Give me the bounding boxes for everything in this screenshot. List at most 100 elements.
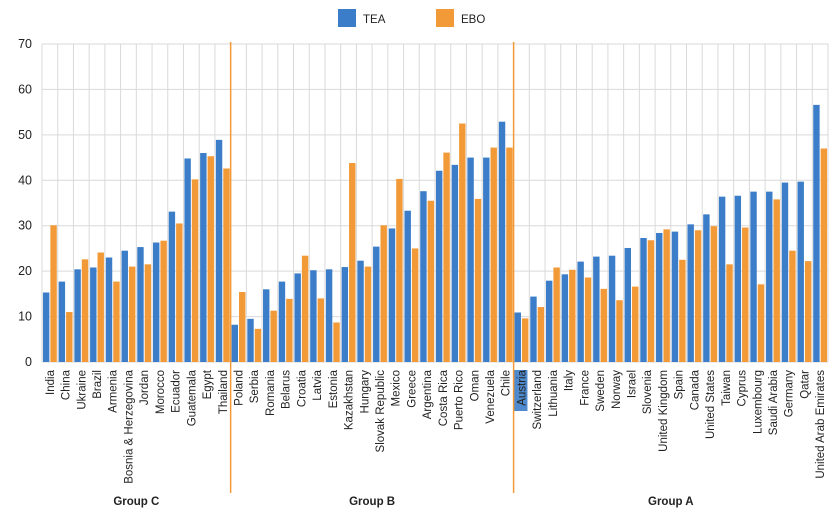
x-tick-label: Spain (674, 370, 686, 399)
x-tick-label: Brazil (92, 370, 104, 399)
bar-tea (545, 280, 553, 362)
x-tick-label: Germany (784, 370, 796, 418)
bar-ebo (820, 148, 828, 362)
bar-tea (451, 164, 459, 362)
bar-ebo (694, 230, 702, 362)
bar-tea (734, 195, 742, 362)
bar-tea (294, 273, 301, 362)
bar-tea (750, 191, 757, 362)
bar-ebo (97, 252, 104, 362)
x-tick-label: Taiwan (721, 370, 733, 406)
bars (42, 104, 828, 363)
bar-tea (231, 324, 238, 362)
bar-tea (483, 157, 490, 362)
bar-tea (168, 211, 176, 362)
x-tick-label: Estonia (328, 369, 340, 408)
bar-ebo (647, 240, 655, 362)
x-tick-label: Oman (469, 370, 481, 401)
y-axis: 0 10 20 30 40 50 60 70 (18, 37, 32, 369)
bar-ebo (443, 152, 450, 362)
bar-ebo (742, 227, 749, 362)
x-tick-label: Argentina (422, 369, 434, 419)
x-tick-label: Switzerland (532, 370, 544, 429)
bar-tea (561, 274, 569, 362)
x-tick-label: Latvia (312, 369, 324, 400)
bar-tea (467, 157, 474, 362)
bar-ebo (317, 298, 325, 362)
bar-ebo (663, 229, 670, 362)
bar-ebo (223, 168, 230, 362)
bar-tea (687, 224, 694, 362)
x-tick-label: Venezuela (485, 369, 497, 423)
x-tick-label: Thailand (218, 370, 230, 414)
bar-ebo (301, 255, 309, 362)
legend: TEA EBO (338, 9, 485, 27)
bar-ebo (726, 264, 733, 362)
bar-ebo (600, 288, 607, 362)
x-tick-label: Qatar (799, 370, 811, 399)
bar-tea (671, 231, 679, 362)
bar-tea (105, 257, 113, 362)
bar-ebo (506, 147, 513, 362)
bar-tea (137, 247, 144, 362)
bar-tea (357, 260, 364, 362)
x-tick-label: Greece (406, 370, 418, 408)
x-tick-label: Romania (265, 369, 277, 416)
x-tick-label: Ukraine (76, 370, 88, 410)
bar-ebo (128, 266, 136, 362)
bar-tea (247, 318, 254, 362)
bar-ebo (632, 286, 639, 362)
x-tick-label: France (579, 370, 591, 406)
group-label: Group C (113, 496, 159, 508)
bar-ebo (113, 281, 120, 362)
bar-ebo (333, 322, 340, 362)
bar-tea (624, 247, 631, 362)
bar-ebo (411, 248, 419, 362)
bar-tea (703, 214, 710, 362)
bar-ebo (789, 250, 796, 362)
x-tick-label: Norway (611, 370, 623, 409)
bar-ebo (804, 261, 812, 362)
bar-tea (640, 237, 647, 362)
bar-ebo (459, 123, 466, 362)
bar-ebo (710, 226, 718, 362)
bar-tea (530, 296, 537, 362)
y-tick-label: 20 (18, 264, 32, 278)
bar-tea (310, 270, 317, 362)
x-tick-label: Hungary (359, 370, 371, 414)
x-tick-label: Bosnia & Herzegovina (123, 369, 135, 483)
group-label: Group B (349, 496, 395, 508)
bar-ebo (286, 298, 293, 362)
y-tick-label: 60 (18, 82, 32, 96)
bar-ebo (474, 198, 482, 362)
bar-ebo (427, 200, 435, 362)
x-tick-highlight (513, 370, 528, 411)
bar-tea (58, 281, 66, 362)
bar-ebo (254, 328, 262, 362)
gridlines (41, 43, 829, 363)
bar-tea (718, 196, 726, 362)
bar-tea (498, 121, 506, 362)
bar-tea (813, 104, 820, 363)
x-tick-label: Italy (564, 370, 576, 391)
x-tick-label: Saudi Arabia (768, 369, 780, 435)
bar-tea (184, 158, 191, 362)
x-tick-label: Croatia (296, 369, 308, 407)
bar-ebo (396, 178, 403, 362)
bar-ebo (569, 269, 576, 362)
x-tick-label: Poland (234, 370, 246, 406)
bar-tea (656, 232, 663, 362)
bar-tea (593, 256, 600, 362)
x-tick-label: Costa Rica (438, 369, 450, 426)
bar-tea (797, 181, 804, 362)
bar-ebo (160, 240, 167, 362)
x-tick-label: Puerto Rico (454, 370, 466, 430)
legend-swatch-ebo (436, 9, 454, 27)
bar-ebo (553, 267, 560, 362)
bar-ebo (616, 300, 623, 362)
bar-tea (121, 250, 128, 362)
x-tick-label: Canada (689, 369, 701, 410)
bar-tea (608, 255, 616, 362)
bar-tea (577, 261, 584, 362)
x-tick-label: Ecuador (171, 370, 183, 413)
